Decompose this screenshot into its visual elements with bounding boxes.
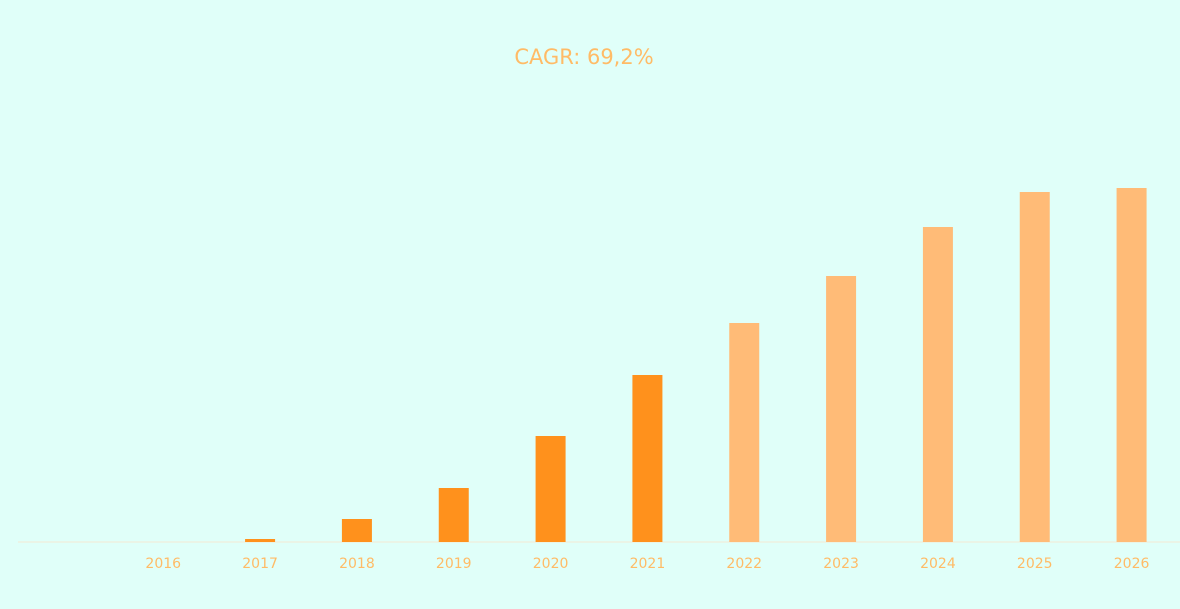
x-tick-label: 2026 (1114, 556, 1150, 572)
bar (729, 323, 760, 542)
x-tick-label: 2021 (630, 556, 666, 572)
x-tick-label: 2020 (533, 556, 569, 572)
x-tick-label: 2023 (823, 556, 859, 572)
x-tick-label: 2019 (436, 556, 472, 572)
bar (1019, 192, 1050, 542)
x-tick-label: 2018 (339, 556, 375, 572)
x-tick-label: 2022 (726, 556, 762, 572)
bar (1116, 188, 1147, 542)
x-tick-label: 2025 (1017, 556, 1053, 572)
x-tick-label: 2024 (920, 556, 956, 572)
bar (632, 375, 663, 542)
bar (438, 488, 469, 542)
bar (245, 539, 276, 542)
bar (341, 519, 372, 542)
bar (922, 227, 953, 542)
bar (826, 276, 857, 542)
x-tick-label: 2016 (145, 556, 181, 572)
x-tick-label: 2017 (242, 556, 278, 572)
bar (535, 436, 566, 542)
chart-title: CAGR: 69,2% (514, 45, 653, 69)
